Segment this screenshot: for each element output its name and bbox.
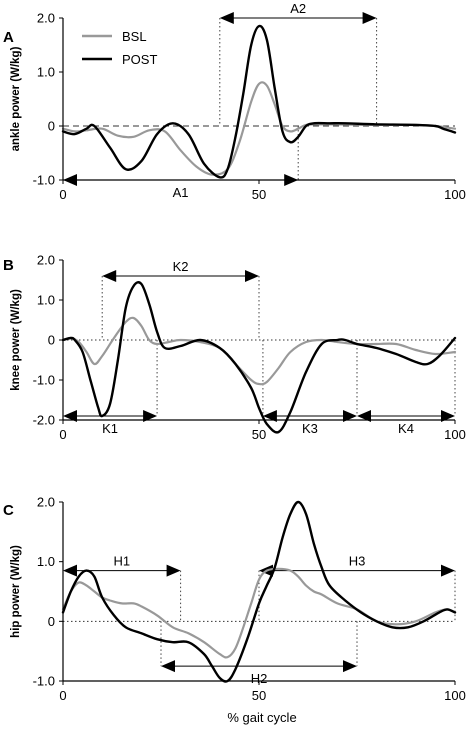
panel-b-letter: B bbox=[3, 257, 14, 274]
panel-b-xtick-label: 100 bbox=[444, 427, 466, 442]
annotation-h1-arrow-left bbox=[63, 564, 77, 577]
annotation-h3-arrow-right bbox=[441, 564, 455, 577]
panel-b-ytick-label: 1.0 bbox=[37, 293, 55, 308]
annotation-k2-arrow-right bbox=[245, 270, 259, 282]
panel-b-ylabel: knee power (W/kg) bbox=[10, 289, 22, 391]
panel-c-xtick-label: 0 bbox=[59, 688, 66, 703]
annotation-k2: K2 bbox=[101, 259, 260, 340]
annotation-h2-label: H2 bbox=[251, 671, 268, 686]
legend-label-post: POST bbox=[122, 52, 157, 67]
panel-c-ytick-label: 2.0 bbox=[37, 495, 55, 510]
panel-b-series-post bbox=[61, 281, 457, 434]
annotation-a1-label: A1 bbox=[173, 185, 189, 200]
legend: BSL POST bbox=[82, 29, 157, 67]
panel-c-xtick-label: 100 bbox=[444, 688, 466, 703]
panel-a-ytick-label: 0 bbox=[48, 119, 55, 134]
annotation-k4-arrow-left bbox=[357, 410, 371, 422]
panel-c-ytick-label: 0 bbox=[48, 614, 55, 629]
panel-c-letter: C bbox=[3, 502, 14, 519]
panel-a-series-bsl bbox=[61, 81, 457, 176]
annotation-h1-arrow-right bbox=[166, 564, 181, 577]
annotation-k1-label: K1 bbox=[102, 421, 118, 436]
panel-c-xtick-label: 50 bbox=[252, 688, 266, 703]
x-axis-label: % gait cycle bbox=[227, 710, 296, 725]
annotation-k1: K1 bbox=[63, 340, 158, 436]
panel-a-ytick-label: 1.0 bbox=[37, 65, 55, 80]
annotation-k2-arrow-left bbox=[102, 270, 117, 282]
annotation-h2-arrow-left bbox=[161, 660, 175, 673]
annotation-a2-label: A2 bbox=[290, 1, 306, 16]
panel-a-ylabel: ankle power (W/kg) bbox=[10, 46, 22, 151]
annotation-h3: H3 bbox=[258, 554, 456, 622]
panel-c-series-bsl bbox=[61, 567, 457, 659]
panel-a-xtick-label: 50 bbox=[252, 187, 266, 202]
annotation-h2: H2 bbox=[160, 621, 358, 686]
panel-a-ytick-label: 2.0 bbox=[37, 11, 55, 26]
panel-a-ytick-label: -1.0 bbox=[33, 173, 55, 188]
legend-label-bsl: BSL bbox=[122, 29, 147, 44]
annotation-a2-arrow-right bbox=[362, 12, 377, 24]
annotation-k1-arrow-right bbox=[143, 410, 158, 422]
annotation-h2-arrow-right bbox=[343, 660, 357, 673]
panel-a-letter: A bbox=[3, 29, 14, 46]
panel-b-ytick-label: -2.0 bbox=[33, 413, 55, 428]
annotation-k3-label: K3 bbox=[302, 421, 318, 436]
annotation-a2: A2 bbox=[219, 1, 378, 126]
annotation-h1-label: H1 bbox=[113, 554, 130, 569]
panel-c-ytick-label: -1.0 bbox=[33, 674, 55, 689]
panel-c-series-post bbox=[61, 500, 457, 683]
panel-b-xtick-label: 0 bbox=[59, 427, 66, 442]
panel-a-xtick-label: 0 bbox=[59, 187, 66, 202]
panel-b-ytick-label: 0 bbox=[48, 333, 55, 348]
annotation-k2-label: K2 bbox=[173, 259, 189, 274]
annotation-k4-label: K4 bbox=[398, 421, 414, 436]
annotation-h3-label: H3 bbox=[349, 554, 366, 569]
panel-b-ytick-label: 2.0 bbox=[37, 253, 55, 268]
panel-b-xtick-label: 50 bbox=[252, 427, 266, 442]
panel-a-series-post bbox=[61, 24, 457, 179]
panel-b-ytick-label: -1.0 bbox=[33, 373, 55, 388]
annotation-k4-arrow-right bbox=[441, 410, 455, 422]
panel-c-ylabel: hip power (W/kg) bbox=[10, 545, 22, 638]
annotation-k3-arrow-right bbox=[343, 410, 357, 422]
annotation-k1-arrow-left bbox=[63, 410, 77, 422]
annotation-h1: H1 bbox=[63, 554, 182, 622]
panel-c-ytick-label: 1.0 bbox=[37, 554, 55, 569]
annotation-a2-arrow-left bbox=[219, 12, 234, 24]
annotation-k3: K3 bbox=[262, 340, 358, 436]
annotation-k3-arrow-left bbox=[262, 410, 277, 422]
panel-a-xtick-label: 100 bbox=[444, 187, 466, 202]
